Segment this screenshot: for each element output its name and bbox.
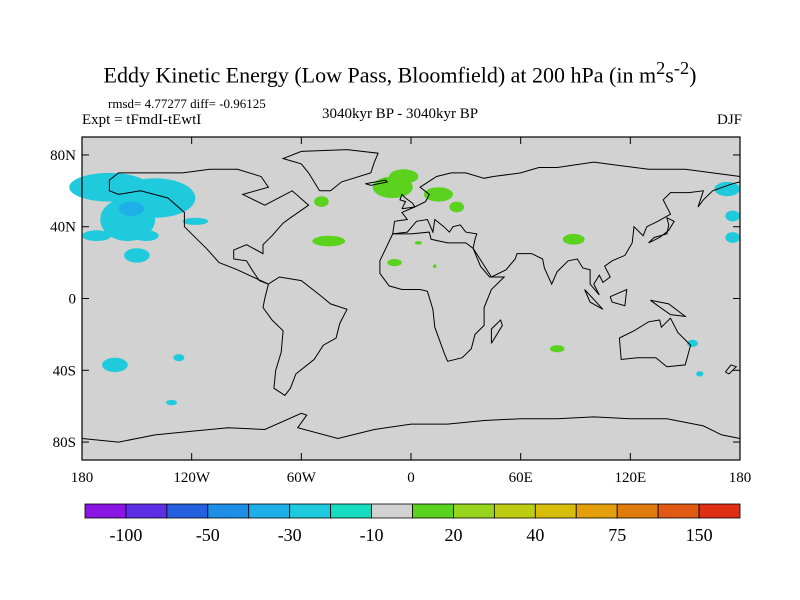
anomaly-region-pos (389, 169, 419, 184)
coastline (618, 317, 692, 368)
coastline (81, 412, 741, 443)
anomaly-region-pos (449, 201, 465, 213)
anomaly-region-neg_dark (118, 201, 145, 216)
anomaly-region-neg (725, 210, 740, 222)
coastline (584, 289, 604, 310)
experiment-label: Expt = tFmdI-tEwtI (82, 112, 202, 128)
anomaly-region-neg (714, 181, 740, 197)
coastline (490, 319, 503, 344)
season-label: DJF (716, 112, 742, 128)
x-tick-label: 60E (509, 470, 533, 486)
anomaly-region-neg (182, 217, 209, 225)
title-main: Eddy Kinetic Energy (Low Pass, Bloomfiel… (103, 62, 657, 88)
colorbar-swatch (453, 503, 495, 519)
title-sup-neg2: -2 (673, 58, 690, 78)
title-sup-2: 2 (656, 58, 666, 78)
colorbar-swatch (289, 503, 332, 519)
anomaly-region-neg (725, 232, 740, 243)
anomaly-region-neg (102, 357, 128, 373)
colorbar-swatch (207, 503, 250, 519)
coastline (399, 193, 416, 210)
colorbar-swatch (575, 503, 618, 519)
rmsd-label: rmsd= 4.77277 diff= -0.96125 (108, 96, 266, 111)
colorbar-swatch (371, 503, 413, 519)
anomaly-region-pos (562, 233, 585, 245)
x-tick-label: 180 (71, 470, 94, 486)
colorbar-swatch (616, 503, 659, 519)
x-tick-label: 60W (287, 470, 317, 486)
anomaly-region-pos (549, 345, 565, 353)
anomaly-region-neg (124, 248, 150, 263)
coastline (392, 161, 741, 234)
anomaly-region-pos (387, 259, 402, 267)
colorbar-swatch (248, 503, 291, 519)
coastline (725, 364, 738, 375)
colorbar-swatch (412, 503, 454, 519)
coastline (379, 231, 506, 362)
colorbar-swatch (330, 503, 372, 519)
x-tick-label: 0 (407, 470, 415, 486)
period-label: 3040kyr BP - 3040kyr BP (321, 106, 479, 122)
colorbar-swatch (84, 503, 127, 519)
y-tick-label: 80N (50, 148, 76, 164)
x-tick-label: 180 (729, 470, 752, 486)
anomaly-region-pos (432, 264, 437, 268)
anomaly-region-pos (314, 196, 329, 207)
colorbar-swatch (166, 503, 209, 519)
anomaly-region-neg (173, 354, 185, 362)
colorbar-label: 75 (608, 525, 626, 545)
colorbar-label: -100 (109, 525, 142, 545)
y-tick-label: 80S (53, 435, 76, 451)
coastline (392, 181, 741, 296)
coastline (648, 216, 675, 244)
colorbar-swatch (698, 503, 741, 519)
anomaly-region-pos (414, 241, 422, 245)
colorbar-label: -30 (278, 525, 302, 545)
colorbar-layer: -100 -50 -30 -10 20 40 75 150 (84, 503, 741, 545)
chart-title: Eddy Kinetic Energy (Low Pass, Bloomfiel… (0, 58, 800, 88)
anomaly-region-neg (686, 339, 698, 347)
x-tick-label: 120W (173, 470, 211, 486)
anomaly-region-neg (696, 371, 704, 377)
colorbar-label: -10 (360, 525, 384, 545)
colorbar-label: -50 (196, 525, 220, 545)
coastline (365, 179, 389, 186)
colorbar-swatch (125, 503, 168, 519)
anomaly-region-pos (423, 187, 454, 202)
coastline (281, 149, 379, 192)
y-tick-label: 40S (53, 363, 76, 379)
map-layer (69, 137, 741, 460)
colorbar-swatch (657, 503, 700, 519)
anomaly-region-neg (166, 399, 178, 406)
colorbar-label: 40 (526, 525, 544, 545)
coastline (609, 288, 628, 307)
x-tick-label: 120E (614, 470, 646, 486)
colorbar-swatch (493, 503, 536, 519)
anomaly-region-neg (133, 230, 159, 242)
title-units-s: s (665, 62, 674, 88)
title-end: ) (689, 62, 697, 88)
colorbar-label: 150 (686, 525, 713, 545)
axes-layer: 180 120W 60W 0 60E 120E 180 80N 40N 0 40S 80S (50, 136, 752, 486)
colorbar-swatch (534, 503, 577, 519)
y-tick-label: 0 (69, 292, 77, 308)
coastline (108, 168, 310, 285)
anomaly-region-pos (312, 235, 346, 247)
y-tick-label: 40N (50, 220, 76, 236)
coastline (650, 299, 687, 318)
coastline (262, 276, 348, 397)
anomaly-region-neg (82, 230, 112, 242)
colorbar-label: 20 (444, 525, 462, 545)
